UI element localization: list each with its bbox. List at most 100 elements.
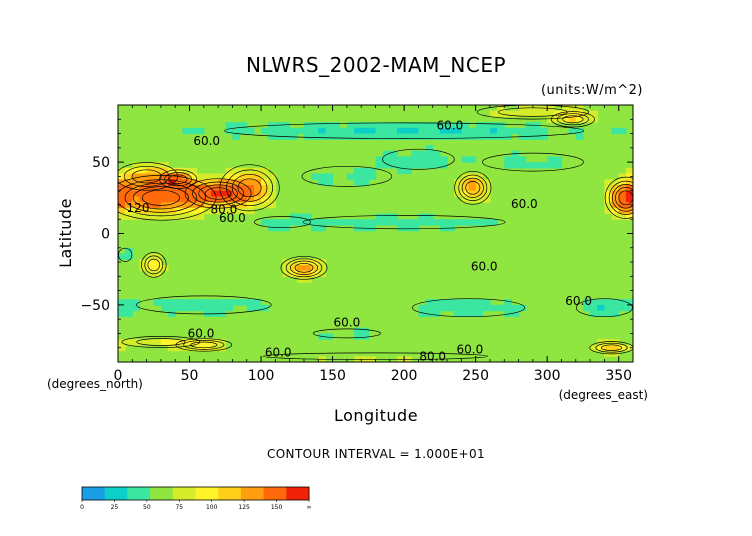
field-cell xyxy=(468,196,477,203)
field-cell xyxy=(168,190,176,197)
field-cell xyxy=(618,202,627,209)
field-cell xyxy=(175,213,183,220)
field-cell xyxy=(389,122,398,129)
contour-labels: 60.060.060.080.060.012060.060.060.060.06… xyxy=(127,118,592,362)
field-cell xyxy=(432,299,441,306)
field-cell xyxy=(153,196,162,203)
field-cell xyxy=(461,304,470,312)
contour-interval-text: CONTOUR INTERVAL = 1.000E+01 xyxy=(267,447,485,461)
field-cell xyxy=(146,179,155,186)
colorbar-label: 125 xyxy=(238,504,250,511)
field-cell xyxy=(296,259,305,266)
field-cell xyxy=(282,259,291,266)
field-cell xyxy=(511,156,520,163)
field-cell xyxy=(418,127,427,135)
contour-label: 60.0 xyxy=(437,118,464,132)
field-cell xyxy=(404,162,412,169)
field-cell xyxy=(432,162,441,169)
field-cell xyxy=(389,162,398,169)
field-cell xyxy=(382,213,391,220)
field-cell xyxy=(246,179,255,186)
field-cell xyxy=(468,184,477,192)
field-cell xyxy=(354,327,362,335)
field-cell xyxy=(289,127,298,135)
field-cell xyxy=(425,162,434,169)
field-cell xyxy=(232,127,241,135)
field-cell xyxy=(311,259,319,266)
field-cell xyxy=(361,122,369,129)
field-cell xyxy=(361,179,369,186)
field-cell xyxy=(432,127,441,135)
field-cell xyxy=(196,184,205,192)
field-cell xyxy=(339,127,348,135)
contour-line xyxy=(144,255,164,275)
field-cell xyxy=(125,202,133,209)
field-cell xyxy=(604,344,613,352)
field-cell xyxy=(532,133,541,140)
field-cell xyxy=(132,196,141,203)
field-cell xyxy=(368,133,377,140)
field-cell xyxy=(625,202,633,209)
field-cell xyxy=(168,207,176,215)
field-cell xyxy=(389,127,398,135)
y-tick-label: −50 xyxy=(80,298,110,314)
field-cell xyxy=(318,219,327,226)
field-cell xyxy=(468,156,477,163)
field-cell xyxy=(411,162,420,169)
field-cell xyxy=(618,344,627,352)
field-cell xyxy=(461,196,470,203)
field-cell xyxy=(575,127,584,135)
contour-label: 60.0 xyxy=(193,134,220,148)
field-cell xyxy=(354,179,362,186)
field-cell xyxy=(625,167,633,175)
field-cell xyxy=(425,156,434,163)
field-cell xyxy=(232,190,241,197)
field-cell xyxy=(303,127,312,135)
field-cell xyxy=(475,179,484,186)
field-cell xyxy=(189,202,198,209)
field-cell xyxy=(525,133,534,140)
colorbar-label: 75 xyxy=(175,504,183,511)
field-cell xyxy=(368,224,377,232)
field-cell xyxy=(182,213,191,220)
field-cell xyxy=(275,133,284,140)
field-cell xyxy=(404,224,412,232)
field-cell xyxy=(296,264,305,272)
colorbar-swatch xyxy=(82,487,106,500)
field-cell xyxy=(132,167,141,175)
field-cell xyxy=(125,339,133,346)
field-cell xyxy=(554,116,563,123)
field-cell xyxy=(497,133,505,140)
field-cell xyxy=(268,127,276,135)
field-cell xyxy=(246,202,255,209)
field-cell xyxy=(139,339,148,346)
field-cell xyxy=(504,133,512,140)
x-tick-label: 250 xyxy=(462,368,489,384)
field-cell xyxy=(475,122,484,129)
field-cell xyxy=(175,179,183,186)
field-cell xyxy=(132,184,141,192)
field-cell xyxy=(504,304,512,312)
field-cell xyxy=(361,173,369,180)
field-cell xyxy=(146,173,155,180)
contour-line xyxy=(226,169,274,207)
field-cell xyxy=(203,304,212,312)
field-cell xyxy=(411,133,420,140)
field-cell xyxy=(382,127,391,135)
field-cell xyxy=(118,207,126,215)
field-cell xyxy=(268,190,276,197)
field-cell xyxy=(590,304,598,312)
field-cell xyxy=(210,207,219,215)
field-cell xyxy=(189,190,198,197)
field-cell xyxy=(354,173,362,180)
field-cell xyxy=(182,202,191,209)
contour-line xyxy=(595,342,628,353)
field-cell xyxy=(139,167,148,175)
field-cell xyxy=(411,219,420,226)
field-cell xyxy=(132,339,141,346)
field-cell xyxy=(375,133,384,140)
field-cell xyxy=(160,190,169,197)
field-cell xyxy=(439,133,448,140)
field-cell xyxy=(196,213,205,220)
field-cell xyxy=(611,339,620,346)
